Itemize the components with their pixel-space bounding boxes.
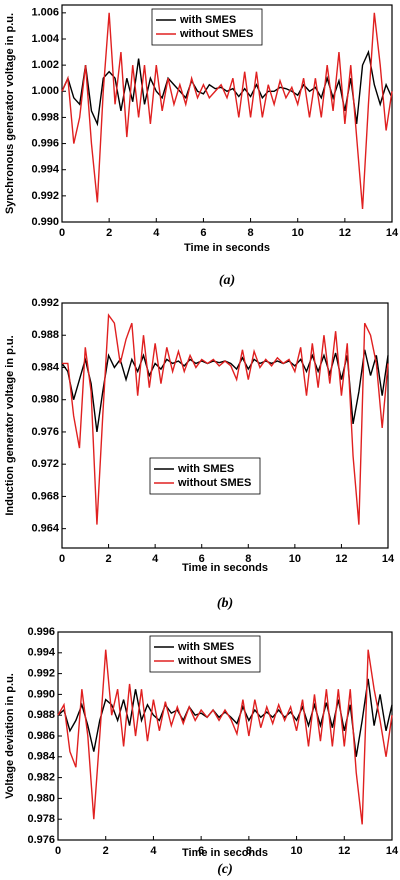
y-tick-label: 0.984 xyxy=(27,751,55,763)
y-tick-label: 0.986 xyxy=(27,730,55,742)
y-axis-label: Induction generator voltage in p.u. xyxy=(4,335,16,515)
x-tick-label: 4 xyxy=(150,845,157,857)
x-tick-label: 0 xyxy=(55,845,61,857)
y-tick-label: 1.004 xyxy=(31,33,59,45)
x-tick-label: 8 xyxy=(245,553,251,565)
plot-frame xyxy=(61,302,389,549)
y-tick-label: 0.988 xyxy=(27,709,55,721)
chart-panel: 0.990 0.992 0.994 0.996 0.998 1.000 1.002 1.004… xyxy=(4,4,399,288)
plot-frame xyxy=(61,4,393,223)
x-tick-label: 4 xyxy=(152,553,159,565)
y-tick-label: 0.964 xyxy=(31,523,59,535)
caption: (a) xyxy=(219,273,235,288)
y-tick-label: 0.992 xyxy=(27,668,55,680)
x-tick-label: 6 xyxy=(200,227,206,239)
y-tick-label: 0.982 xyxy=(27,772,55,784)
x-tick-label: 8 xyxy=(248,227,254,239)
data-line xyxy=(62,313,389,525)
chart-panel: 0.964 0.968 0.972 0.976 0.980 0.984 0.988 0.992… xyxy=(4,297,395,611)
y-tick-label: 0.976 xyxy=(31,426,59,438)
x-tick-label: 2 xyxy=(106,553,112,565)
caption: (c) xyxy=(217,862,233,877)
x-tick-label: 6 xyxy=(199,553,205,565)
legend-label: without SMES xyxy=(179,28,253,40)
y-tick-label: 0.996 xyxy=(27,626,55,638)
x-tick-label: 12 xyxy=(339,227,351,239)
caption: (b) xyxy=(217,596,233,611)
y-axis-label: Voltage deviation in p.u. xyxy=(4,673,16,799)
chart-panel: 0.976 0.978 0.980 0.982 0.984 0.986 0.988 0.990… xyxy=(4,626,399,877)
x-tick-label: 6 xyxy=(198,845,204,857)
y-axis-label: Synchronous generator voltage in p.u. xyxy=(4,13,16,214)
x-axis-label: Time in seconds xyxy=(182,847,268,859)
y-tick-label: 0.990 xyxy=(31,216,59,228)
x-tick-label: 4 xyxy=(153,227,160,239)
x-tick-label: 10 xyxy=(292,227,304,239)
y-tick-label: 0.998 xyxy=(31,111,59,123)
y-tick-label: 0.992 xyxy=(31,297,59,309)
x-tick-label: 0 xyxy=(59,227,65,239)
y-tick-label: 0.972 xyxy=(31,458,59,470)
y-tick-label: 0.988 xyxy=(31,329,59,341)
x-tick-label: 12 xyxy=(335,553,347,565)
x-tick-label: 0 xyxy=(59,553,65,565)
data-line xyxy=(57,649,393,825)
y-tick-label: 0.994 xyxy=(31,164,59,176)
data-line xyxy=(61,349,389,433)
legend-label: without SMES xyxy=(177,655,251,667)
legend-label: with SMES xyxy=(177,463,234,475)
x-tick-label: 14 xyxy=(382,553,395,565)
x-tick-label: 8 xyxy=(246,845,252,857)
y-tick-label: 0.976 xyxy=(27,834,55,846)
y-tick-label: 1.006 xyxy=(31,7,59,19)
legend-box xyxy=(149,635,261,673)
y-tick-label: 0.980 xyxy=(31,394,59,406)
y-tick-label: 1.000 xyxy=(31,85,59,97)
legend-label: without SMES xyxy=(177,477,251,489)
legend-box xyxy=(151,8,263,46)
x-tick-label: 14 xyxy=(386,227,399,239)
x-tick-label: 12 xyxy=(338,845,350,857)
y-tick-label: 0.992 xyxy=(31,190,59,202)
y-tick-label: 1.002 xyxy=(31,59,59,71)
y-tick-label: 0.996 xyxy=(31,137,59,149)
legend-label: with SMES xyxy=(177,641,234,653)
y-tick-label: 0.990 xyxy=(27,688,55,700)
x-axis-label: Time in seconds xyxy=(184,242,270,254)
x-tick-label: 14 xyxy=(386,845,399,857)
y-tick-label: 0.968 xyxy=(31,490,59,502)
data-line xyxy=(61,12,393,209)
x-tick-label: 2 xyxy=(106,227,112,239)
x-tick-label: 2 xyxy=(103,845,109,857)
y-tick-label: 0.984 xyxy=(31,361,59,373)
legend-label: with SMES xyxy=(179,14,236,26)
y-tick-label: 0.980 xyxy=(27,792,55,804)
y-tick-label: 0.978 xyxy=(27,813,55,825)
x-tick-label: 10 xyxy=(289,553,301,565)
x-tick-label: 10 xyxy=(290,845,302,857)
x-axis-label: Time in seconds xyxy=(182,562,268,574)
y-tick-label: 0.994 xyxy=(27,647,55,659)
legend-box xyxy=(149,457,261,495)
